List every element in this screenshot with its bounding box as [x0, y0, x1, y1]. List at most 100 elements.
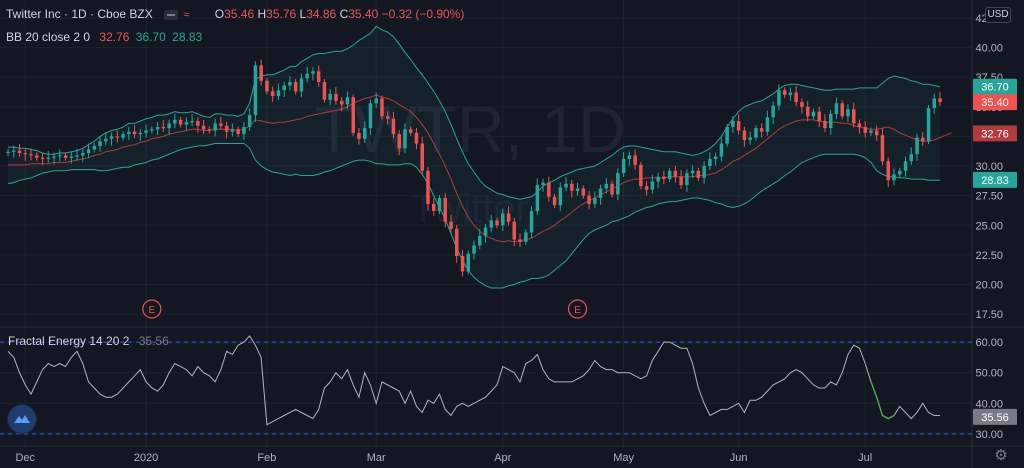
candle	[679, 169, 683, 189]
candle-body	[834, 103, 839, 114]
candle	[23, 149, 27, 161]
candle	[75, 148, 79, 161]
candle	[69, 151, 74, 164]
price-tag-basis	[973, 125, 1017, 142]
fractal-energy-line	[7, 335, 940, 426]
candle	[443, 193, 447, 228]
bb-upper-line	[8, 25, 941, 200]
candle	[759, 123, 764, 138]
currency-button[interactable]: USD	[985, 7, 1011, 23]
candle-body	[575, 188, 580, 191]
candle-body	[610, 183, 614, 195]
candle-body	[547, 182, 551, 197]
candle	[449, 214, 453, 233]
candle	[909, 147, 913, 166]
time-tick-label: Jul	[858, 452, 872, 464]
candle-body	[104, 138, 108, 142]
fe-tick-label: 40.00	[975, 398, 1003, 410]
legend-header: Twitter Inc · 1D · Cboe BZX ≈ O35.46 H35…	[6, 6, 464, 22]
candle	[667, 167, 672, 183]
hide-icon[interactable]	[164, 9, 179, 20]
candle	[880, 128, 885, 166]
earnings-marker-label: E	[148, 305, 155, 316]
candle	[581, 185, 586, 199]
candle	[391, 111, 396, 138]
candle	[742, 126, 747, 147]
candle	[299, 73, 304, 98]
candle	[58, 149, 62, 162]
candle	[98, 136, 102, 152]
candle-body	[92, 145, 97, 150]
candle	[12, 145, 16, 158]
candle-body	[506, 213, 511, 222]
indicator-legend[interactable]: Fractal Energy 14 20 2 35.56	[8, 334, 169, 348]
candle-body	[524, 232, 528, 242]
candle	[184, 117, 189, 131]
candle-body	[892, 174, 896, 181]
candle-body	[236, 129, 240, 134]
candle-body	[604, 183, 609, 189]
candle	[81, 149, 85, 163]
candle	[736, 114, 741, 135]
candle	[610, 180, 614, 198]
candle	[397, 130, 401, 156]
candle	[811, 108, 816, 120]
candle	[224, 121, 229, 139]
candle-body	[633, 155, 637, 165]
candle	[92, 142, 97, 153]
candle-body	[35, 155, 39, 158]
candle-body	[489, 220, 493, 228]
candle-body	[109, 136, 114, 139]
candle-body	[322, 82, 327, 100]
candle	[552, 193, 557, 209]
tradingview-logo[interactable]	[7, 404, 37, 434]
candle	[132, 124, 137, 138]
candle-body	[593, 198, 597, 204]
candle-body	[829, 113, 833, 129]
candle-body	[696, 170, 701, 178]
candle	[219, 116, 223, 130]
symbol-title[interactable]: Twitter Inc · 1D · Cboe BZX	[6, 7, 153, 21]
candle-body	[437, 198, 442, 211]
compare-icon[interactable]: ≈	[183, 8, 190, 21]
bb-upper-value: 36.70	[135, 30, 166, 44]
candle-body	[719, 143, 724, 157]
candle-body	[656, 176, 660, 182]
candle	[259, 59, 263, 86]
candle	[575, 182, 580, 196]
candle	[852, 102, 856, 128]
candle	[777, 84, 781, 111]
candle	[363, 121, 367, 143]
candle-body	[351, 97, 355, 133]
candle-body	[17, 150, 22, 153]
candle-body	[587, 195, 591, 204]
candle	[886, 157, 890, 188]
settings-icon[interactable]: ⚙	[994, 447, 1008, 464]
bb-legend[interactable]: BB 20 close 2 0 32.76 36.70 28.83	[6, 30, 203, 44]
candle-body	[132, 131, 137, 135]
candle	[524, 229, 528, 245]
time-tick-label: Mar	[367, 452, 386, 464]
candle	[650, 174, 655, 194]
time-tick-label: Dec	[15, 452, 35, 464]
candle-body	[702, 166, 706, 178]
time-tick-label: Jun	[730, 452, 748, 464]
candle-body	[121, 134, 125, 138]
candle	[357, 128, 361, 145]
candle	[696, 167, 701, 181]
candle	[374, 92, 378, 109]
candle	[639, 161, 643, 190]
candle-body	[52, 156, 56, 158]
candle	[782, 87, 787, 98]
candle	[340, 96, 344, 112]
candle	[806, 101, 810, 122]
candle-body	[213, 123, 217, 131]
earnings-marker	[142, 299, 162, 319]
candle-body	[518, 239, 522, 242]
candle	[40, 152, 45, 165]
candle	[201, 119, 206, 135]
candle	[483, 223, 488, 243]
candle-body	[667, 170, 672, 180]
candle	[489, 214, 493, 233]
